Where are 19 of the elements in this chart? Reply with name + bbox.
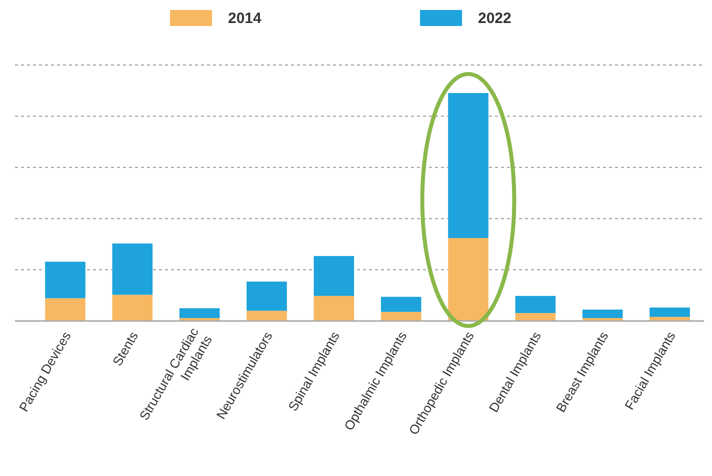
bar	[246, 310, 287, 321]
bar	[45, 298, 86, 321]
legend-label: 2014	[228, 10, 262, 27]
bar	[246, 282, 287, 311]
bar	[515, 313, 556, 321]
bar	[179, 308, 220, 318]
bar	[582, 310, 623, 318]
bar	[112, 243, 153, 295]
bar	[314, 296, 354, 321]
bar	[45, 262, 86, 298]
bar	[448, 93, 488, 238]
bar	[650, 308, 690, 317]
bar	[314, 256, 354, 296]
bar	[112, 294, 153, 321]
legend-label: 2022	[478, 10, 512, 27]
bar	[380, 312, 422, 321]
bar	[380, 296, 422, 312]
bar	[515, 296, 556, 314]
bar	[448, 238, 488, 321]
